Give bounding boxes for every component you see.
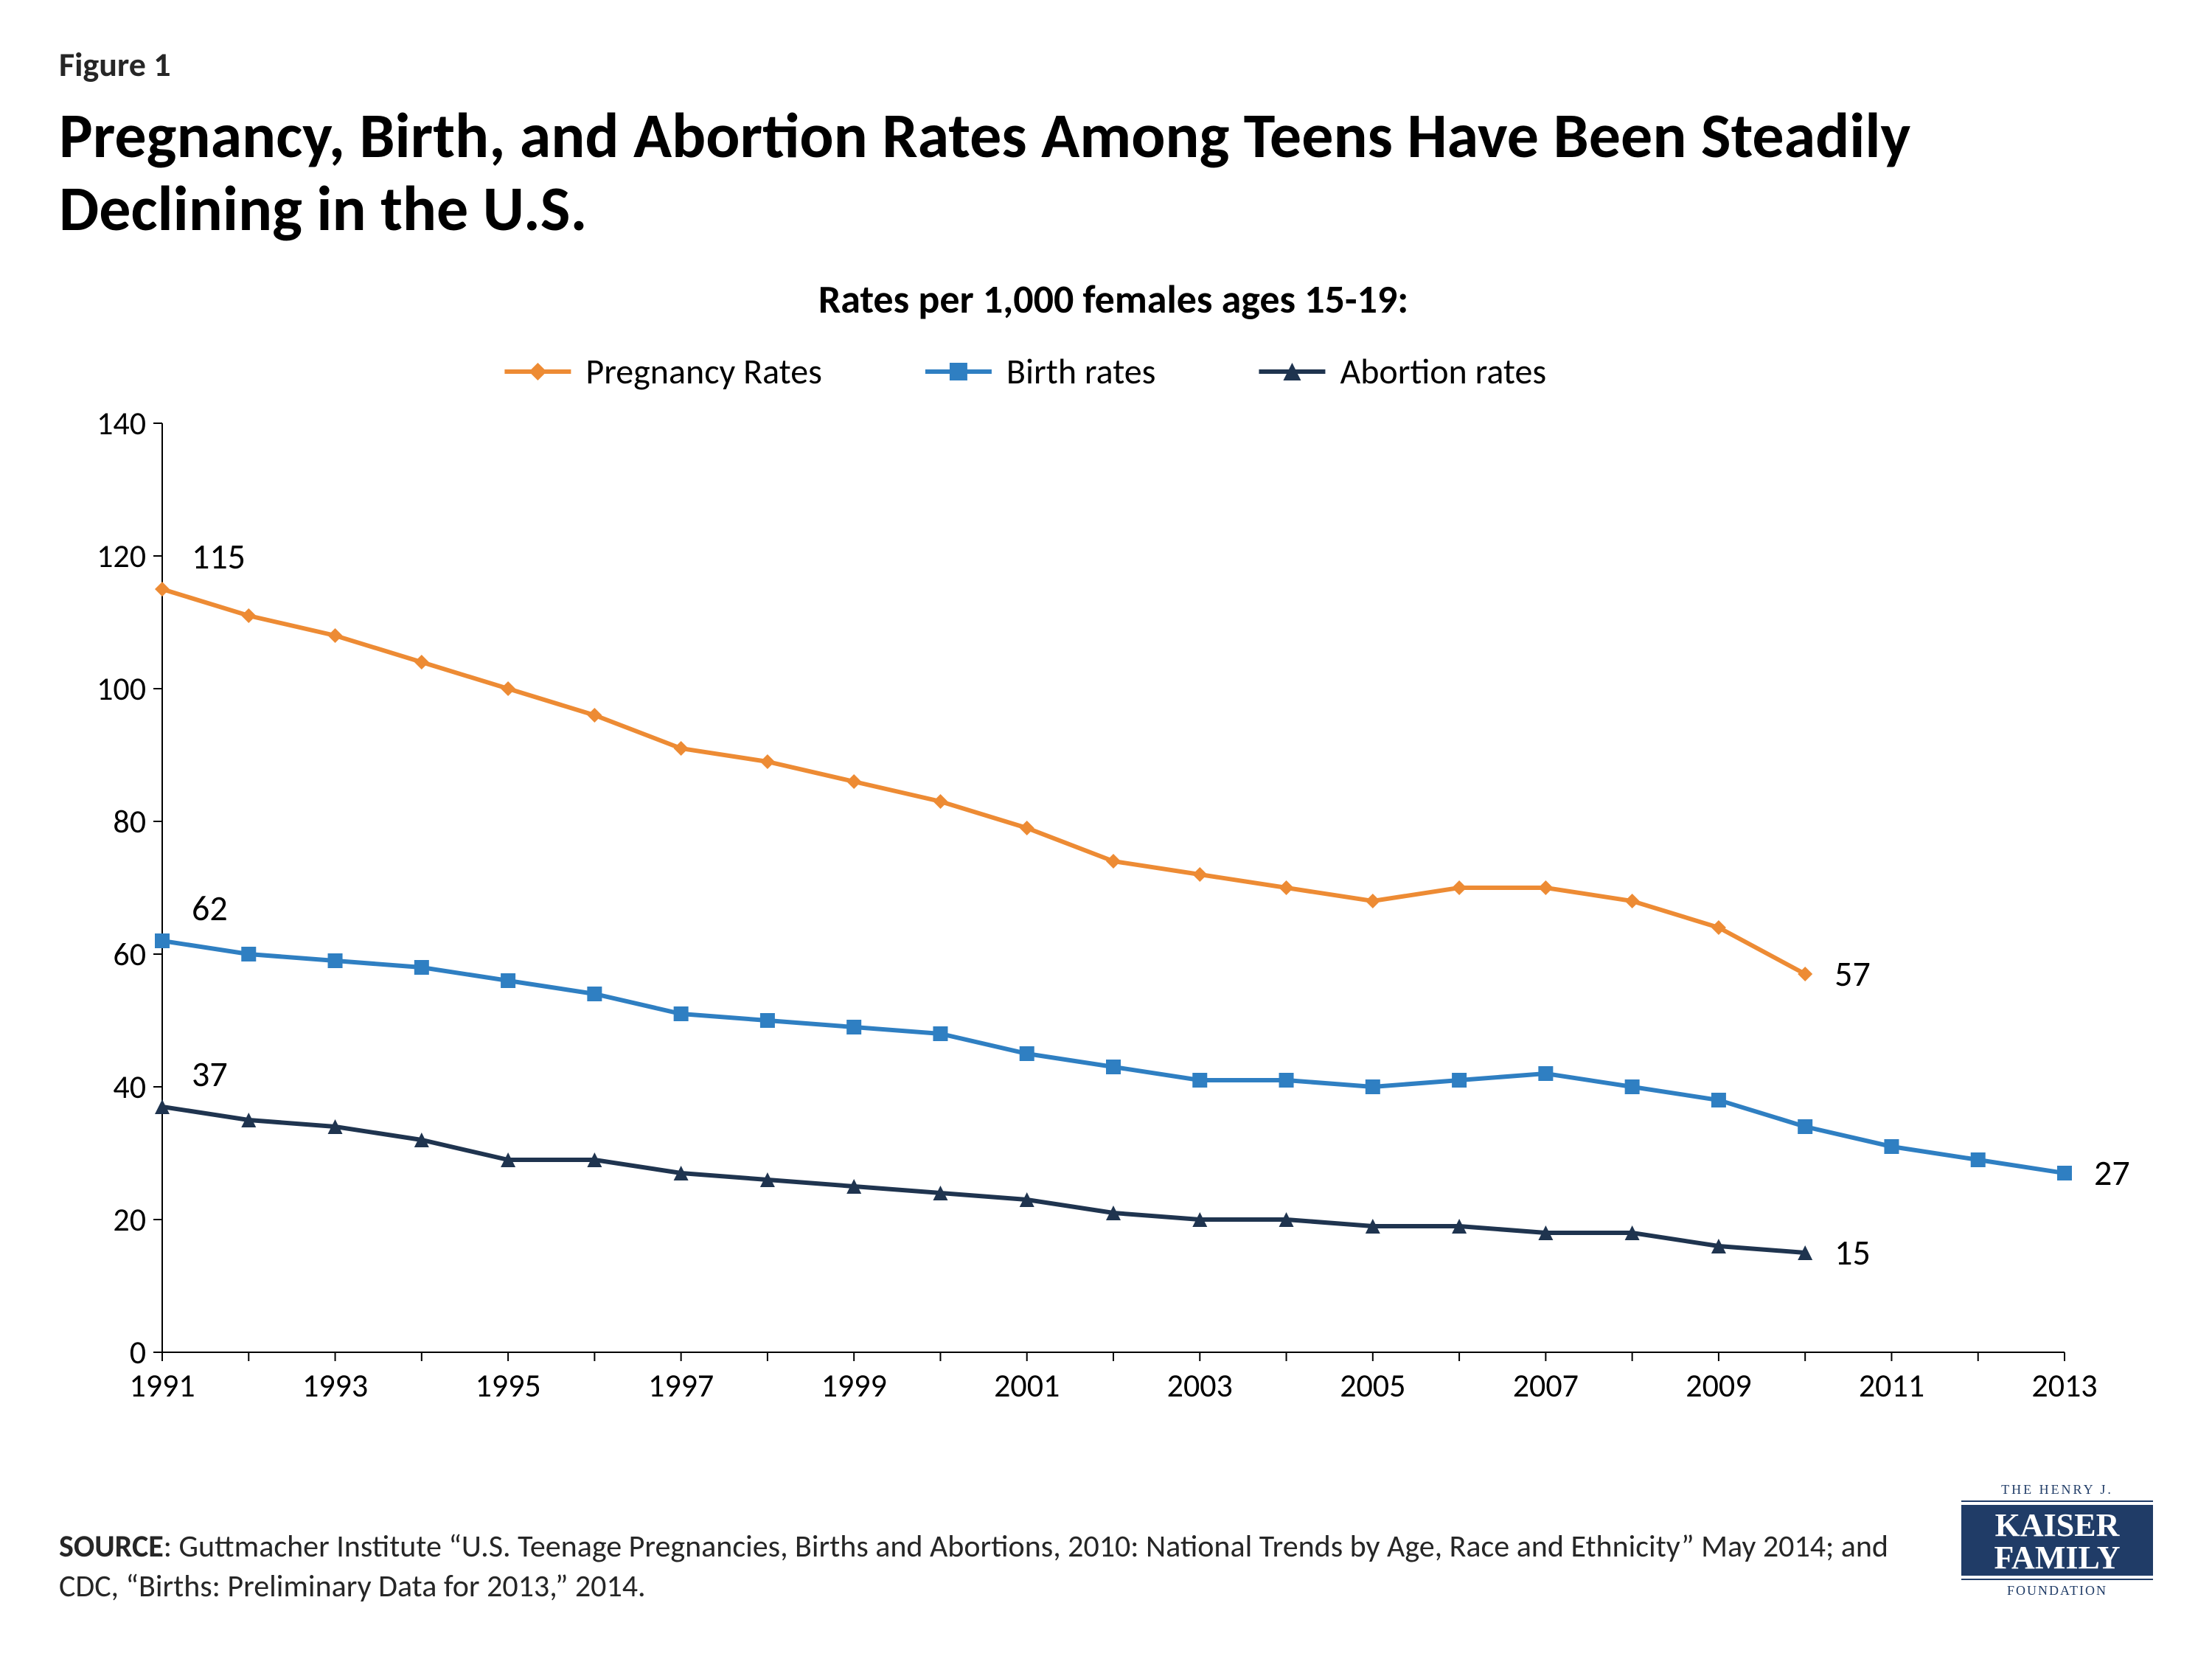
y-tick-label: 40 — [113, 1067, 146, 1107]
x-tick-label: 1991 — [129, 1366, 195, 1405]
source-note: SOURCE: Guttmacher Institute “U.S. Teena… — [59, 1527, 1902, 1607]
legend-label: Birth rates — [1006, 349, 1156, 393]
diamond-marker — [1106, 854, 1121, 869]
diamond-marker — [1538, 880, 1553, 895]
diamond-marker — [501, 681, 515, 696]
y-tick-label: 60 — [113, 934, 146, 974]
source-prefix: SOURCE — [59, 1528, 164, 1565]
x-tick-label: 2013 — [2031, 1366, 2097, 1405]
logo-bottom-text: FOUNDATION — [1961, 1579, 2153, 1599]
square-marker — [1106, 1060, 1121, 1074]
y-tick-label: 100 — [97, 669, 146, 709]
logo-line2: FAMILY — [1964, 1542, 2150, 1574]
y-tick-label: 140 — [97, 403, 146, 443]
square-marker — [1279, 1073, 1294, 1088]
data-label-start: 115 — [192, 535, 246, 578]
square-marker — [1538, 1066, 1553, 1081]
square-marker — [674, 1006, 689, 1021]
square-marker — [760, 1013, 775, 1028]
square-marker — [1798, 1119, 1812, 1134]
y-tick-label: 20 — [113, 1200, 146, 1239]
square-marker — [1711, 1093, 1726, 1107]
diamond-marker — [1020, 821, 1034, 835]
diamond-marker — [933, 794, 947, 809]
square-marker — [414, 960, 429, 975]
diamond-marker — [1192, 867, 1207, 882]
diamond-marker — [328, 628, 343, 643]
square-marker — [1020, 1046, 1034, 1061]
x-tick-label: 2003 — [1167, 1366, 1233, 1405]
square-marker — [241, 947, 256, 961]
figure-page: Figure 1 Pregnancy, Birth, and Abortion … — [0, 0, 2212, 1659]
source-text: : Guttmacher Institute “U.S. Teenage Pre… — [59, 1528, 1888, 1606]
figure-label: Figure 1 — [59, 44, 2153, 86]
x-tick-label: 2005 — [1340, 1366, 1405, 1405]
diamond-marker — [1366, 894, 1380, 908]
line-chart: Rates per 1,000 females ages 15-19: Pregn… — [59, 276, 2153, 1426]
series-line — [162, 589, 1805, 974]
square-marker — [587, 987, 602, 1001]
diamond-marker — [587, 708, 602, 723]
diamond-marker — [241, 608, 256, 623]
diamond-marker — [1452, 880, 1467, 895]
page-title: Pregnancy, Birth, and Abortion Rates Amo… — [59, 100, 2153, 246]
square-marker — [950, 363, 967, 380]
kaiser-logo: THE HENRY J. KAISER FAMILY FOUNDATION — [1961, 1482, 2153, 1615]
legend-label: Abortion rates — [1340, 349, 1546, 393]
square-marker — [846, 1020, 861, 1034]
y-tick-label: 120 — [97, 536, 146, 576]
diamond-marker — [846, 774, 861, 789]
diamond-marker — [674, 741, 689, 756]
diamond-marker — [529, 363, 546, 380]
chart-container: Rates per 1,000 females ages 15-19: Pregn… — [59, 276, 2153, 1426]
square-marker — [2057, 1166, 2072, 1180]
diamond-marker — [155, 582, 170, 597]
x-tick-label: 1997 — [648, 1366, 714, 1405]
logo-line1: KAISER — [1964, 1509, 2150, 1542]
data-label-end: 57 — [1834, 952, 1871, 995]
x-tick-label: 2007 — [1513, 1366, 1579, 1405]
x-tick-label: 2009 — [1686, 1366, 1751, 1405]
square-marker — [1366, 1079, 1380, 1094]
square-marker — [1884, 1139, 1899, 1154]
square-marker — [1625, 1079, 1640, 1094]
diamond-marker — [414, 655, 429, 669]
square-marker — [501, 973, 515, 988]
square-marker — [1452, 1073, 1467, 1088]
square-marker — [933, 1026, 947, 1041]
x-tick-label: 2011 — [1859, 1366, 1924, 1405]
legend-label: Pregnancy Rates — [585, 349, 822, 393]
data-label-start: 62 — [192, 886, 228, 930]
chart-subtitle: Rates per 1,000 females ages 15-19: — [818, 276, 1408, 324]
data-label-start: 37 — [192, 1052, 228, 1096]
x-tick-label: 1995 — [475, 1366, 540, 1405]
logo-box: KAISER FAMILY — [1961, 1505, 2153, 1576]
data-label-end: 15 — [1834, 1231, 1871, 1274]
series-line — [162, 1107, 1805, 1253]
diamond-marker — [760, 754, 775, 769]
logo-top-text: THE HENRY J. — [1961, 1482, 2153, 1502]
data-label-end: 27 — [2094, 1151, 2130, 1194]
x-tick-label: 1993 — [302, 1366, 368, 1405]
diamond-marker — [1625, 894, 1640, 908]
diamond-marker — [1279, 880, 1294, 895]
series-line — [162, 941, 2065, 1173]
x-tick-label: 1999 — [821, 1366, 887, 1405]
y-tick-label: 80 — [113, 801, 146, 841]
square-marker — [155, 933, 170, 948]
x-tick-label: 2001 — [994, 1366, 1060, 1405]
square-marker — [1971, 1152, 1986, 1167]
square-marker — [328, 953, 343, 968]
square-marker — [1192, 1073, 1207, 1088]
